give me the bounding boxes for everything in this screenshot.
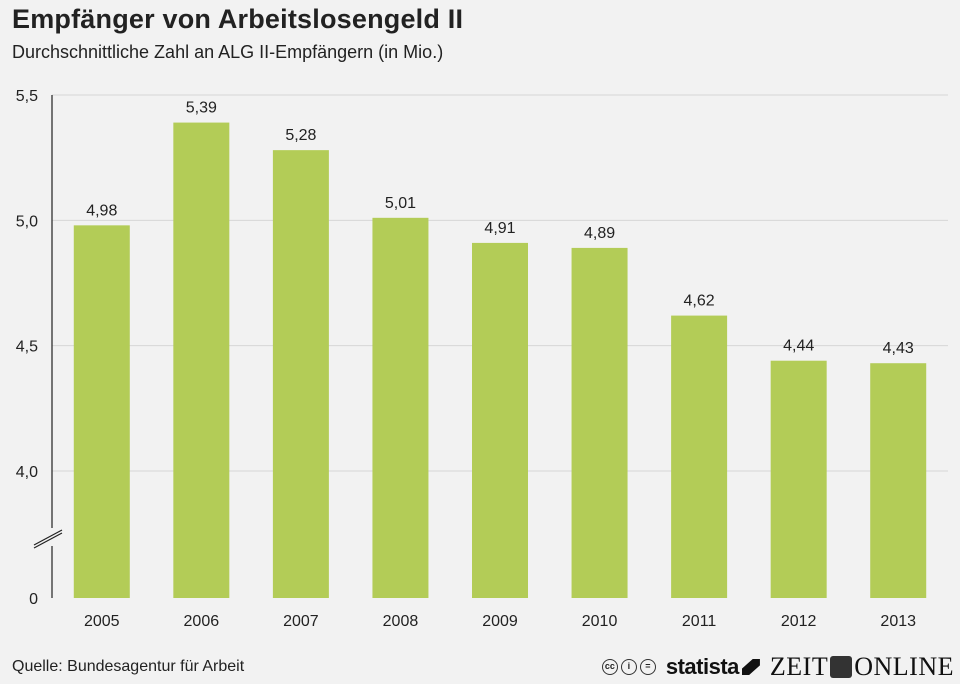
axis-break-mark: [33, 529, 63, 549]
data-label: 4,44: [783, 338, 814, 355]
bar: [73, 225, 130, 598]
x-tick-label: 2010: [582, 613, 618, 630]
zeit-eagle-icon: [830, 656, 853, 678]
x-tick-label: 2012: [781, 613, 817, 630]
bar: [671, 315, 728, 598]
data-label: 4,43: [883, 340, 914, 357]
data-label: 5,28: [285, 127, 316, 144]
online-logo-text: ONLINE: [854, 652, 954, 681]
y-tick-label: 4,5: [16, 339, 38, 356]
statista-mark-icon: [741, 659, 760, 675]
data-label: 4,62: [684, 293, 715, 310]
bar: [571, 247, 628, 598]
x-tick-label: 2013: [880, 613, 916, 630]
statista-logo-text: statista: [665, 654, 740, 679]
source-note: Quelle: Bundesagentur für Arbeit: [12, 658, 245, 675]
x-tick-label: 2009: [482, 613, 518, 630]
data-label: 4,98: [86, 202, 117, 219]
data-label: 4,89: [584, 225, 615, 242]
chart-subtitle: Durchschnittliche Zahl an ALG II-Empfäng…: [12, 42, 444, 62]
bar: [472, 242, 528, 599]
data-label: 4,91: [484, 220, 515, 237]
data-label: 5,39: [186, 100, 217, 117]
footer-logos: cc i = statista ZEIT ONLINE: [601, 652, 954, 682]
x-tick-label: 2006: [184, 613, 220, 630]
bar: [770, 360, 827, 598]
bar: [173, 122, 230, 598]
data-label: 5,01: [385, 195, 416, 212]
cc-icon: cc: [601, 659, 618, 675]
y-tick-label: 4,0: [16, 464, 38, 481]
y-tick-label: 5,5: [16, 88, 38, 105]
bar: [372, 217, 429, 598]
chart-title: Empfänger von Arbeitslosengeld II: [12, 4, 464, 34]
nd-icon: =: [639, 659, 656, 675]
x-tick-label: 2008: [383, 613, 419, 630]
y-tick-label: 5,0: [16, 213, 38, 230]
x-tick-label: 2011: [682, 613, 717, 630]
bar: [870, 363, 927, 598]
zeit-online-logo: ZEIT ONLINE: [770, 652, 954, 682]
y-tick-label: 0: [29, 591, 38, 608]
statista-logo: statista: [666, 654, 760, 680]
by-icon: i: [620, 659, 637, 675]
zeit-logo-text: ZEIT: [769, 652, 829, 681]
x-tick-label: 2005: [84, 613, 120, 630]
bar: [272, 150, 329, 598]
license-icons: cc i =: [601, 659, 656, 675]
x-tick-label: 2007: [283, 613, 319, 630]
